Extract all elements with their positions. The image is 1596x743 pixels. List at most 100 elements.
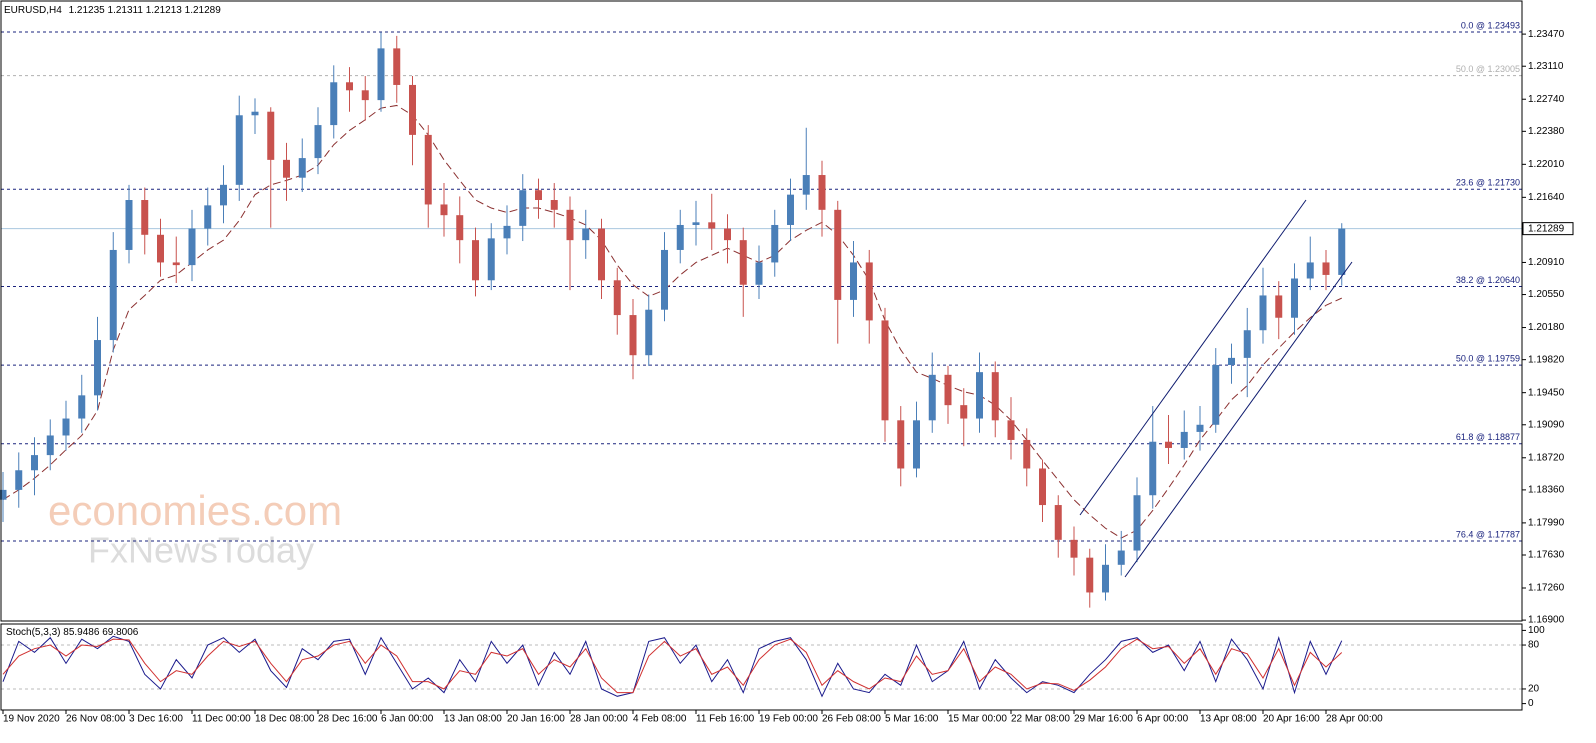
current-price-box [1522, 222, 1574, 236]
candle-body [188, 228, 196, 266]
candle-body [1070, 539, 1078, 558]
candle-body [125, 200, 133, 250]
candle-body [377, 48, 385, 101]
candle-body [251, 111, 259, 116]
fib-level-label: 23.6 @ 1.21730 [1456, 178, 1520, 188]
candle-body [865, 262, 873, 321]
candle-body [346, 82, 353, 91]
y-tick-label: 1.21640 [1528, 192, 1565, 203]
candle-body [298, 158, 306, 178]
candle-body [976, 372, 983, 419]
indicator-y-tick-label: 80 [1528, 640, 1540, 651]
indicator-y-tick-label: 100 [1528, 625, 1545, 636]
y-tick-label: 1.18360 [1528, 485, 1565, 496]
candle-body [629, 315, 637, 356]
watermark-text: FxNewsToday [88, 530, 314, 571]
candle-body [1102, 564, 1109, 593]
candle-body [62, 418, 70, 436]
fib-level-label: 0.0 @ 1.23493 [1461, 20, 1520, 30]
x-tick-label: 3 Dec 16:00 [129, 714, 183, 725]
candle-body [1259, 295, 1267, 331]
candle-body [1023, 439, 1031, 469]
candle-body [802, 175, 810, 195]
candle-body [1180, 431, 1188, 448]
x-tick-label: 19 Nov 2020 [3, 714, 60, 725]
candle-body [283, 159, 290, 178]
candle-body [1149, 441, 1157, 496]
candle-body [1228, 357, 1235, 366]
indicator-y-tick-label: 20 [1528, 684, 1540, 695]
x-tick-label: 4 Feb 08:00 [633, 714, 687, 725]
candle-body [314, 125, 322, 159]
candle-body [1212, 365, 1220, 425]
indicator-signal-value: 69.8006 [102, 627, 139, 638]
x-tick-label: 11 Feb 16:00 [696, 714, 755, 725]
candle-body [78, 395, 86, 419]
y-tick-label: 1.20550 [1528, 289, 1565, 300]
candle-body [0, 489, 7, 500]
current-price-label: 1.21289 [1528, 223, 1565, 234]
candle-body [708, 222, 716, 229]
candle-body [928, 374, 936, 421]
candle-body [913, 420, 920, 469]
candle-body [944, 374, 952, 406]
channel-line [1124, 261, 1353, 578]
watermark-text: economies.com [48, 487, 342, 534]
candle-body [676, 224, 684, 250]
candle-body [1322, 262, 1330, 275]
candle-body [1306, 262, 1314, 279]
x-tick-label: 20 Apr 16:00 [1263, 714, 1320, 725]
candle-body [157, 234, 164, 263]
candle-body [1196, 424, 1204, 432]
candle-body [519, 190, 527, 226]
y-tick-label: 1.16900 [1528, 615, 1565, 626]
chart-header: EURUSD,H4 1.21235 1.21311 1.21213 1.2128… [4, 5, 221, 16]
indicator-panel-frame [0, 623, 1523, 711]
y-tick-label: 1.23470 [1528, 29, 1565, 40]
quote-open: 1.21235 [69, 5, 106, 16]
candle-body [613, 280, 621, 316]
candle-body [787, 194, 794, 225]
candle-body [991, 372, 999, 421]
x-tick-label: 6 Apr 00:00 [1137, 714, 1189, 725]
y-tick-label: 1.19090 [1528, 419, 1565, 430]
candle-body [141, 200, 149, 235]
candle-body [487, 238, 495, 281]
fib-level-label: 76.4 @ 1.17787 [1456, 529, 1520, 539]
candle-body [661, 249, 668, 310]
x-tick-label: 22 Mar 08:00 [1011, 714, 1070, 725]
y-tick-label: 1.17260 [1528, 583, 1565, 594]
y-tick-label: 1.19450 [1528, 387, 1565, 398]
channel-line [1079, 199, 1307, 516]
y-tick-label: 1.19820 [1528, 354, 1565, 365]
quote-close: 1.21289 [185, 5, 222, 16]
candle-body [424, 134, 432, 205]
x-tick-label: 11 Dec 00:00 [192, 714, 251, 725]
candle-body [1165, 441, 1172, 448]
candle-body [850, 262, 857, 300]
candle-body [393, 48, 401, 85]
candle-body [204, 205, 212, 229]
candle-body [456, 215, 464, 241]
candle-body [692, 222, 700, 225]
candle-body [881, 320, 889, 421]
x-tick-label: 28 Jan 00:00 [570, 714, 628, 725]
candle-body [645, 309, 653, 356]
candle-body [172, 262, 180, 266]
candle-body [818, 175, 826, 210]
quote-high: 1.21311 [108, 5, 144, 16]
y-tick-label: 1.17990 [1528, 518, 1565, 529]
candle-body [1338, 228, 1346, 275]
y-tick-label: 1.22740 [1528, 94, 1565, 105]
y-tick-label: 1.18720 [1528, 452, 1565, 463]
x-tick-label: 19 Feb 00:00 [759, 714, 818, 725]
candle-body [771, 224, 779, 263]
candle-body [1117, 550, 1125, 565]
x-tick-label: 18 Dec 08:00 [255, 714, 315, 725]
x-tick-label: 5 Mar 16:00 [885, 714, 939, 725]
y-tick-label: 1.20180 [1528, 322, 1565, 333]
candle-body [897, 420, 905, 469]
indicator-title: Stoch(5,3,3) [6, 627, 60, 638]
